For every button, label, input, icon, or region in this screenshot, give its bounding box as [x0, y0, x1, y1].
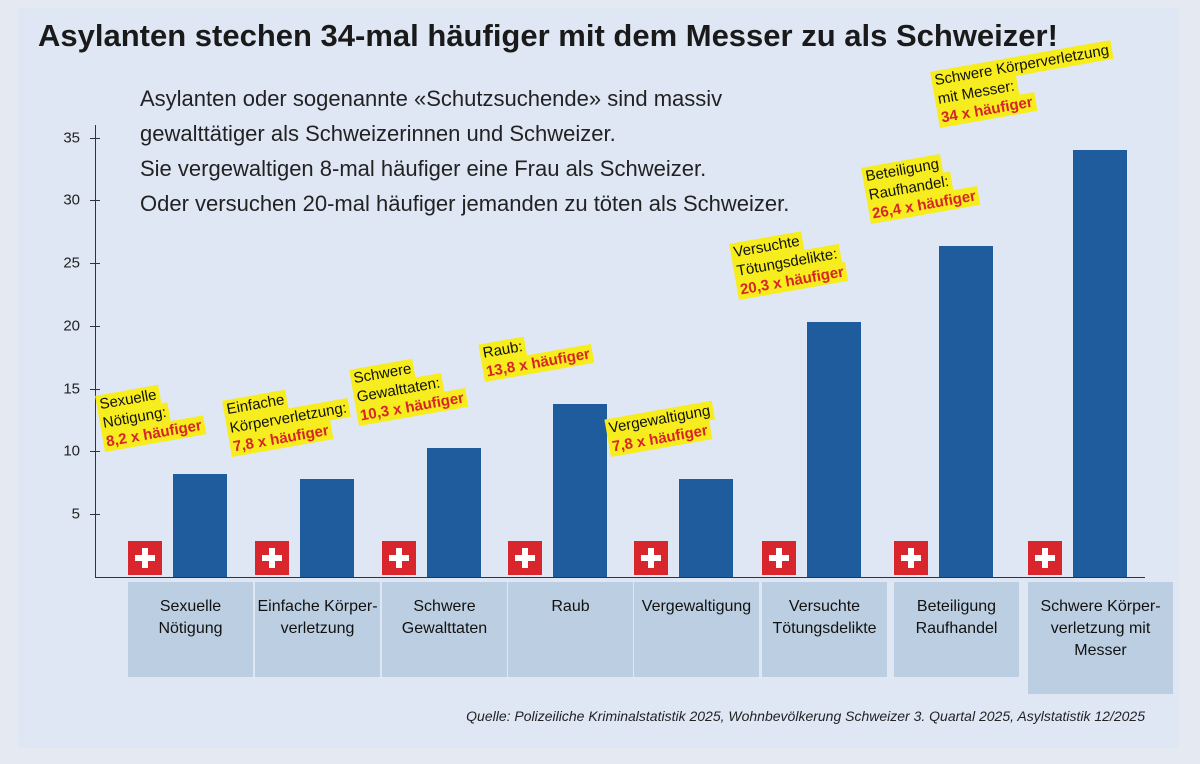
- y-tick: [90, 137, 100, 139]
- x-tick-label: Schwere Körper­verletzung mit Messer: [1028, 582, 1173, 694]
- swiss-flag-icon: [382, 541, 416, 575]
- swiss-flag-icon: [762, 541, 796, 575]
- subtitle-line: Asylanten oder sogenannte «Schutzsuchend…: [140, 86, 723, 111]
- swiss-flag-icon: [128, 541, 162, 575]
- y-tick-label: 25: [63, 254, 80, 272]
- y-tick-label: 30: [63, 191, 80, 209]
- y-tick: [90, 451, 100, 453]
- subtitle-line: Sie vergewaltigen 8-mal häufiger eine Fr…: [140, 156, 707, 181]
- x-axis: [95, 577, 1145, 578]
- subtitle-line: gewalttätiger als Schweizerinnen und Sch…: [140, 121, 616, 146]
- y-tick-label: 5: [71, 505, 80, 523]
- x-tick-label: Beteiligung Raufhandel: [894, 582, 1019, 677]
- x-tick-label: Schwere Gewalttaten: [382, 582, 507, 677]
- y-tick-label: 20: [63, 317, 80, 335]
- bar: [679, 479, 733, 577]
- x-tick-label: Sexuelle Nötigung: [128, 582, 253, 677]
- y-axis: [95, 125, 96, 577]
- x-tick-label: Versuchte Tötungs­delikte: [762, 582, 887, 677]
- source: Quelle: Polizeiliche Kriminalstatistik 2…: [466, 708, 1145, 724]
- y-tick: [90, 325, 100, 327]
- x-tick-label: Raub: [508, 582, 633, 677]
- swiss-flag-icon: [508, 541, 542, 575]
- y-tick-label: 15: [63, 380, 80, 398]
- bar: [939, 245, 993, 577]
- y-tick-label: 35: [63, 129, 80, 147]
- swiss-flag-icon: [1028, 541, 1062, 575]
- bar: [173, 474, 227, 577]
- swiss-flag-icon: [255, 541, 289, 575]
- swiss-flag-icon: [894, 541, 928, 575]
- y-tick: [90, 514, 100, 516]
- x-tick-label: Einfache Körper­verletzung: [255, 582, 380, 677]
- y-tick-label: 10: [63, 442, 80, 460]
- bar: [553, 403, 607, 577]
- x-tick-label: Vergewalti­gung: [634, 582, 759, 677]
- bar: [807, 322, 861, 577]
- y-tick: [90, 263, 100, 265]
- chart-title: Asylanten stechen 34-mal häufiger mit de…: [38, 18, 1058, 53]
- y-tick: [90, 200, 100, 202]
- bar: [300, 479, 354, 577]
- bar: [427, 447, 481, 577]
- subtitle-line: Oder versuchen 20-mal häufiger jemanden …: [140, 191, 790, 216]
- bar: [1073, 150, 1127, 577]
- y-tick: [90, 388, 100, 390]
- swiss-flag-icon: [634, 541, 668, 575]
